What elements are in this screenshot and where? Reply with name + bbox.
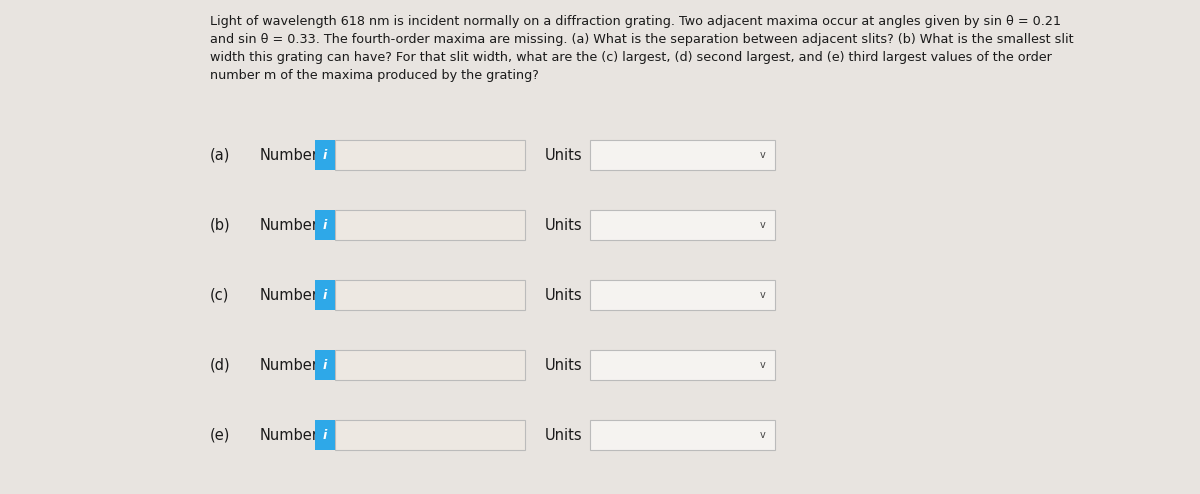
Text: v: v — [760, 430, 766, 440]
Text: Number: Number — [260, 427, 319, 443]
Text: (b): (b) — [210, 217, 230, 233]
Text: i: i — [323, 359, 328, 371]
FancyBboxPatch shape — [335, 420, 526, 450]
Text: i: i — [323, 149, 328, 162]
FancyBboxPatch shape — [314, 140, 335, 170]
FancyBboxPatch shape — [590, 350, 775, 380]
Text: Number: Number — [260, 217, 319, 233]
Text: number m of the maxima produced by the grating?: number m of the maxima produced by the g… — [210, 69, 539, 82]
FancyBboxPatch shape — [590, 280, 775, 310]
Text: (a): (a) — [210, 148, 230, 163]
Text: Number: Number — [260, 288, 319, 302]
Text: Units: Units — [545, 217, 583, 233]
FancyBboxPatch shape — [590, 420, 775, 450]
Text: (d): (d) — [210, 358, 230, 372]
Text: Number: Number — [260, 358, 319, 372]
Text: v: v — [760, 150, 766, 160]
Text: (e): (e) — [210, 427, 230, 443]
FancyBboxPatch shape — [335, 140, 526, 170]
FancyBboxPatch shape — [590, 210, 775, 240]
Text: i: i — [323, 288, 328, 301]
Text: Units: Units — [545, 358, 583, 372]
Text: Number: Number — [260, 148, 319, 163]
FancyBboxPatch shape — [314, 210, 335, 240]
Text: Units: Units — [545, 427, 583, 443]
Text: i: i — [323, 428, 328, 442]
FancyBboxPatch shape — [314, 350, 335, 380]
FancyBboxPatch shape — [314, 420, 335, 450]
Text: v: v — [760, 220, 766, 230]
Text: (c): (c) — [210, 288, 229, 302]
FancyBboxPatch shape — [335, 210, 526, 240]
FancyBboxPatch shape — [335, 280, 526, 310]
Text: Units: Units — [545, 148, 583, 163]
Text: Light of wavelength 618 nm is incident normally on a diffraction grating. Two ad: Light of wavelength 618 nm is incident n… — [210, 15, 1061, 28]
Text: and sin θ = 0.33. The fourth-order maxima are missing. (a) What is the separatio: and sin θ = 0.33. The fourth-order maxim… — [210, 33, 1074, 46]
FancyBboxPatch shape — [335, 350, 526, 380]
Text: v: v — [760, 360, 766, 370]
FancyBboxPatch shape — [314, 280, 335, 310]
Text: width this grating can have? For that slit width, what are the (c) largest, (d) : width this grating can have? For that sl… — [210, 51, 1052, 64]
Text: i: i — [323, 218, 328, 232]
Text: Units: Units — [545, 288, 583, 302]
FancyBboxPatch shape — [590, 140, 775, 170]
Text: v: v — [760, 290, 766, 300]
